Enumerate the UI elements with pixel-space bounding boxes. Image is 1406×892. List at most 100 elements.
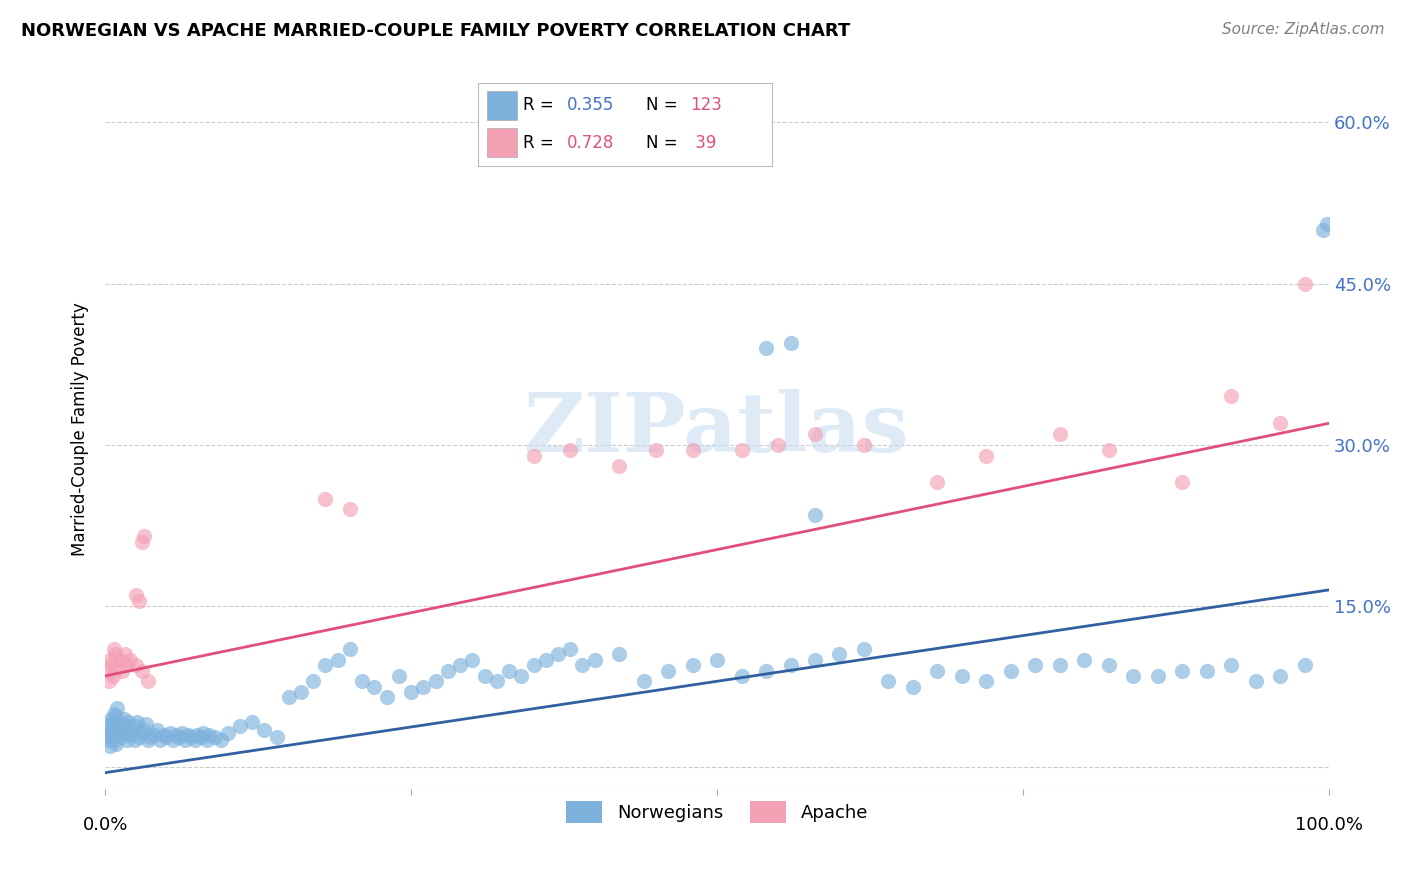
Point [103,706,125,721]
Point [1146,669,1168,683]
Point [115,719,138,733]
Point [534,653,557,667]
Point [186,728,208,742]
Point [101,719,124,733]
Point [121,723,143,737]
Point [976,449,998,463]
Point [180,730,202,744]
Point [560,642,582,657]
Point [449,658,471,673]
Point [97,664,120,678]
Point [1244,674,1267,689]
Point [1268,417,1291,431]
Point [522,658,544,673]
Point [240,715,263,730]
Point [103,642,125,657]
Point [111,664,134,678]
Point [125,719,148,733]
Point [114,648,136,662]
Point [363,680,385,694]
Point [100,658,122,673]
Point [1098,443,1121,458]
Point [97,674,120,689]
Text: Source: ZipAtlas.com: Source: ZipAtlas.com [1222,22,1385,37]
Point [583,653,606,667]
Point [125,588,148,602]
Point [124,733,146,747]
Point [1220,658,1243,673]
Point [134,529,156,543]
Legend: Norwegians, Apache: Norwegians, Apache [560,794,876,830]
Point [149,733,172,747]
Point [828,648,851,662]
Text: 100.0%: 100.0% [1295,815,1362,834]
Point [315,491,337,506]
Point [412,680,434,694]
Point [107,701,129,715]
Point [547,648,569,662]
Point [143,728,166,742]
Point [145,723,167,737]
Point [111,717,134,731]
Point [1171,664,1194,678]
Point [101,726,124,740]
Point [755,664,778,678]
Point [100,712,122,726]
Point [204,730,226,744]
Point [461,653,484,667]
Point [112,712,135,726]
Point [217,726,239,740]
Point [804,508,827,522]
Point [97,733,120,747]
Point [1294,277,1316,291]
Point [125,715,148,730]
Point [474,669,496,683]
Point [191,726,214,740]
Point [339,642,361,657]
Point [195,733,218,747]
Point [927,664,949,678]
Point [645,443,668,458]
Point [131,726,153,740]
Point [852,438,875,452]
Point [339,502,361,516]
Point [115,733,138,747]
Point [97,728,120,742]
Point [211,733,233,747]
Point [135,717,157,731]
Point [136,733,159,747]
Point [118,728,141,742]
Point [302,674,325,689]
Point [183,733,205,747]
Point [114,726,136,740]
Y-axis label: Married-Couple Family Poverty: Married-Couple Family Poverty [72,301,89,556]
Point [730,669,752,683]
Point [125,658,148,673]
Point [877,674,900,689]
Text: 0.0%: 0.0% [83,815,128,834]
Point [134,723,156,737]
Point [108,653,131,667]
Point [950,669,973,683]
Point [131,664,153,678]
Point [1316,218,1339,232]
Point [571,658,593,673]
Text: ZIPatlas: ZIPatlas [524,389,910,468]
Point [104,733,127,747]
Point [98,653,121,667]
Point [485,674,508,689]
Point [1171,475,1194,490]
Point [852,642,875,657]
Point [399,685,422,699]
Point [1073,653,1095,667]
Point [730,443,752,458]
Point [1294,658,1316,673]
Point [1312,223,1334,237]
Point [755,341,778,355]
Point [173,733,195,747]
Point [768,438,790,452]
Point [1195,664,1218,678]
Point [927,475,949,490]
Point [104,724,127,739]
Point [117,715,139,730]
